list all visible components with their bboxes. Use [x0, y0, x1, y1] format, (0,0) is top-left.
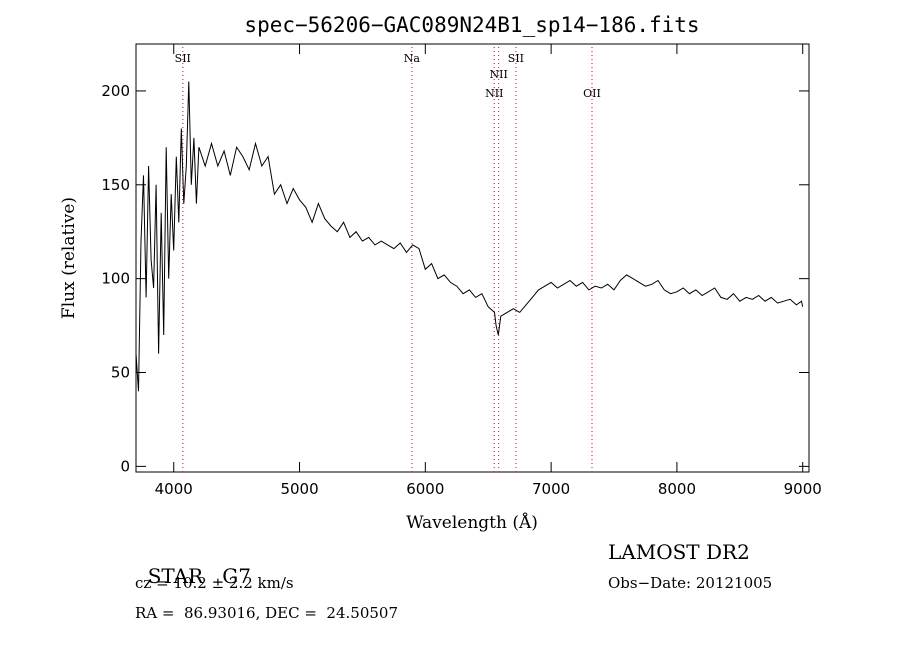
y-tick-label: 100 [101, 270, 130, 288]
y-tick-label: 150 [101, 176, 130, 194]
survey-name: LAMOST DR2 [608, 540, 750, 564]
emission-line-label: NII [485, 87, 503, 100]
redshift-text: cz = 10.2 ± 2.2 km/s [135, 574, 294, 592]
object-subclass: G7 [222, 564, 251, 588]
x-tick-label: 8000 [658, 480, 696, 498]
emission-line-label: SII [508, 52, 524, 65]
emission-lines: SII Na NII NII OII SII [175, 46, 601, 472]
plot-frame [135, 43, 810, 473]
chart-title: spec−56206−GAC089N24B1_sp14−186.fits [244, 13, 699, 37]
x-tick-label: 7000 [532, 480, 570, 498]
obs-date: Obs−Date: 20121005 [608, 574, 773, 592]
x-tick-label: 9000 [784, 480, 822, 498]
axis-ticks: 4000 5000 6000 7000 8000 9000 0 50 100 150 200 [101, 44, 822, 498]
emission-line-label: OII [583, 87, 601, 100]
x-tick-label: 6000 [406, 480, 444, 498]
x-tick-label: 4000 [155, 480, 193, 498]
emission-line-label: SII [175, 52, 191, 65]
coordinates: RA = 86.93016, DEC = 24.50507 [135, 604, 399, 622]
object-type-label: STAR [147, 564, 204, 588]
y-tick-label: 200 [101, 82, 130, 100]
y-tick-label: 50 [111, 364, 130, 382]
spectrum-series [135, 81, 804, 392]
y-axis-label: Flux (relative) [59, 197, 79, 319]
y-tick-label: 0 [120, 457, 130, 475]
object-type: STAR G7 [135, 540, 251, 588]
x-axis-label: Wavelength (Å) [406, 512, 538, 533]
emission-line-label: Na [404, 52, 421, 65]
emission-line-label: NII [490, 68, 508, 81]
x-tick-label: 5000 [280, 480, 318, 498]
